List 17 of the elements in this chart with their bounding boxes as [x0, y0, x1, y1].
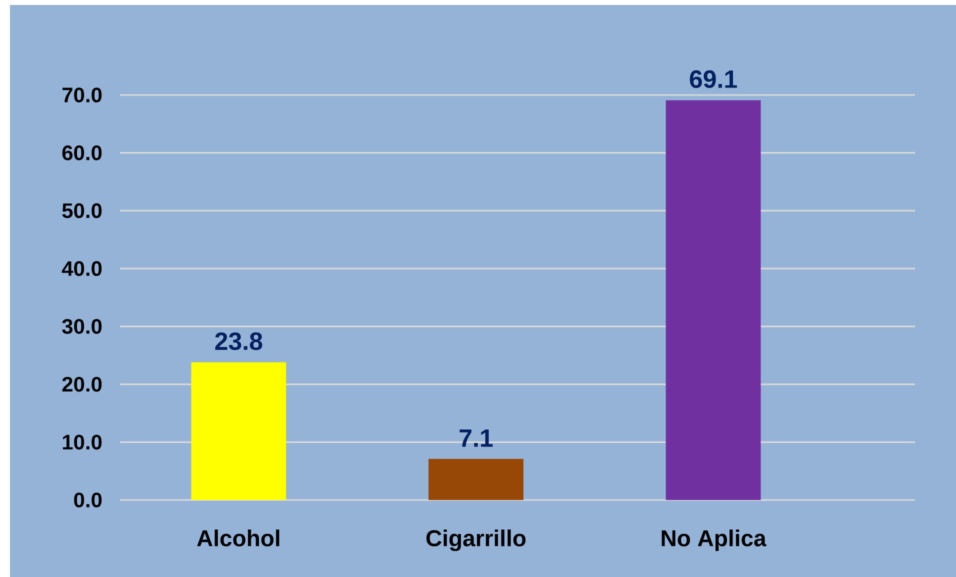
x-tick-label: Alcohol	[197, 530, 280, 546]
y-tick-label: 60.0	[62, 145, 102, 160]
x-tick-label: No Aplica	[662, 530, 766, 551]
data-label: 7.1	[460, 430, 493, 447]
data-label: 23.8	[215, 332, 262, 350]
y-tick-label: 30.0	[62, 318, 102, 334]
y-tick-label: 40.0	[62, 261, 102, 276]
bar	[666, 100, 761, 500]
data-label: 69.1	[690, 70, 737, 88]
y-tick-label: 20.0	[62, 376, 102, 392]
bar	[428, 458, 524, 500]
y-tick-label: 70.0	[62, 88, 102, 102]
y-tick-label: 0.0	[74, 492, 102, 508]
bar	[191, 362, 286, 500]
y-tick-label: 50.0	[62, 203, 102, 218]
y-tick-label: 10.0	[62, 434, 102, 450]
x-tick-label: Cigarrillo	[426, 530, 526, 552]
